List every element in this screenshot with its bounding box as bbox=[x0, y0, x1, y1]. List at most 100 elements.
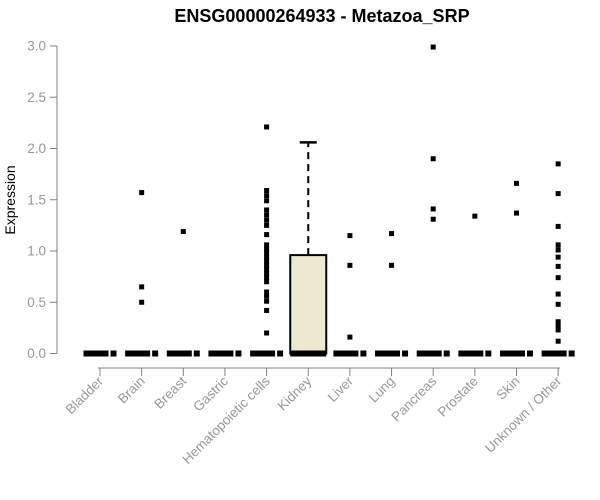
outlier-point bbox=[514, 210, 519, 216]
x-tick-label: Lung bbox=[366, 374, 398, 406]
median-bar bbox=[458, 350, 484, 357]
y-tick-label: 2.0 bbox=[27, 141, 46, 156]
median-bar bbox=[110, 350, 117, 357]
median-bar bbox=[235, 350, 242, 357]
outlier-point bbox=[430, 44, 436, 50]
median-bar bbox=[375, 350, 401, 357]
y-axis-label: Expression bbox=[2, 165, 18, 234]
outlier-point bbox=[347, 233, 353, 239]
median-bar bbox=[416, 350, 442, 357]
median-bar bbox=[290, 350, 327, 357]
median-bar bbox=[250, 350, 276, 357]
x-tick-label: Unknown / Other bbox=[482, 373, 565, 456]
x-tick-label: Gastric bbox=[190, 373, 231, 414]
box bbox=[289, 254, 328, 355]
median-bar bbox=[333, 350, 359, 357]
x-tick-label: Brain bbox=[115, 374, 148, 407]
outlier-point bbox=[139, 299, 145, 305]
median-bar bbox=[360, 350, 367, 357]
outlier-point bbox=[389, 262, 395, 268]
outlier-point bbox=[472, 213, 478, 219]
x-tick-label: Pancreas bbox=[388, 373, 439, 424]
y-tick-label: 2.5 bbox=[27, 90, 46, 105]
outlier-point bbox=[555, 247, 561, 253]
median-bar bbox=[485, 350, 492, 357]
outlier-point bbox=[139, 284, 145, 290]
chart-title: ENSG00000264933 - Metazoa_SRP bbox=[174, 6, 469, 26]
x-tick-label: Liver bbox=[325, 373, 357, 405]
outlier-point bbox=[555, 319, 561, 325]
outlier-point bbox=[389, 231, 395, 237]
outlier-point bbox=[555, 301, 561, 307]
outlier-point bbox=[264, 217, 270, 223]
outlier-point bbox=[264, 275, 270, 281]
x-tick-label: Kidney bbox=[275, 373, 315, 413]
outlier-point bbox=[347, 334, 353, 340]
outlier-point bbox=[264, 212, 270, 218]
plot-area: 0.0 0.5 1.0 1.5 2.0 2.5 3.0 Bladder Brain Breast G… bbox=[27, 39, 575, 467]
outlier-point bbox=[555, 338, 561, 344]
median-bar bbox=[568, 350, 575, 357]
outlier-point bbox=[555, 223, 561, 229]
outlier-point bbox=[264, 246, 270, 252]
outlier-point bbox=[264, 307, 270, 313]
x-tick-label: Breast bbox=[151, 373, 189, 411]
outlier-point bbox=[264, 193, 270, 199]
outlier-point bbox=[264, 258, 270, 264]
outlier-point bbox=[139, 190, 145, 196]
median-bar bbox=[152, 350, 159, 357]
outlier-point bbox=[430, 206, 436, 212]
outlier-point bbox=[264, 289, 270, 295]
outlier-point bbox=[430, 216, 436, 222]
outlier-point bbox=[555, 291, 561, 297]
median-bar bbox=[208, 350, 234, 357]
outlier-point bbox=[264, 124, 270, 130]
median-bar bbox=[193, 350, 200, 357]
outlier-point bbox=[555, 323, 561, 329]
outlier-point bbox=[264, 254, 270, 260]
outlier-point bbox=[264, 279, 270, 285]
median-bar bbox=[125, 350, 151, 357]
outlier-point bbox=[264, 207, 270, 213]
median-bar bbox=[443, 350, 450, 357]
outlier-point bbox=[555, 191, 561, 197]
outlier-point bbox=[264, 242, 270, 248]
outlier-point bbox=[264, 250, 270, 256]
median-bar bbox=[166, 350, 192, 357]
outlier-point bbox=[264, 222, 270, 228]
median-bar bbox=[541, 350, 567, 357]
outlier-point bbox=[555, 275, 561, 281]
outlier-point bbox=[555, 242, 561, 248]
x-tick-label: Bladder bbox=[63, 373, 107, 417]
outlier-point bbox=[555, 263, 561, 269]
y-tick-label: 0.0 bbox=[27, 346, 46, 361]
outlier-point bbox=[430, 156, 436, 162]
outlier-point bbox=[347, 262, 353, 268]
median-bar bbox=[277, 350, 284, 357]
outlier-point bbox=[555, 254, 561, 260]
outlier-point bbox=[180, 229, 186, 235]
x-tick-label: Prostate bbox=[435, 374, 481, 420]
outlier-point bbox=[264, 298, 270, 304]
y-tick-label: 1.5 bbox=[27, 192, 46, 207]
outlier-point bbox=[264, 232, 270, 238]
outlier-point bbox=[264, 271, 270, 277]
median-bar bbox=[527, 350, 533, 357]
outlier-point bbox=[264, 330, 270, 336]
median-bar bbox=[83, 350, 109, 357]
outlier-point bbox=[264, 293, 270, 299]
outlier-point bbox=[264, 188, 270, 194]
y-tick-label: 0.5 bbox=[27, 295, 46, 310]
outlier-point bbox=[555, 327, 561, 333]
outlier-point bbox=[555, 161, 561, 167]
outlier-point bbox=[514, 180, 519, 186]
y-tick-label: 1.0 bbox=[27, 244, 46, 259]
outlier-point bbox=[264, 198, 270, 204]
outlier-point bbox=[264, 266, 270, 272]
outlier-point bbox=[264, 262, 270, 268]
median-bar bbox=[500, 350, 525, 357]
x-tick-label: Skin bbox=[493, 374, 522, 403]
y-tick-label: 3.0 bbox=[27, 39, 46, 54]
